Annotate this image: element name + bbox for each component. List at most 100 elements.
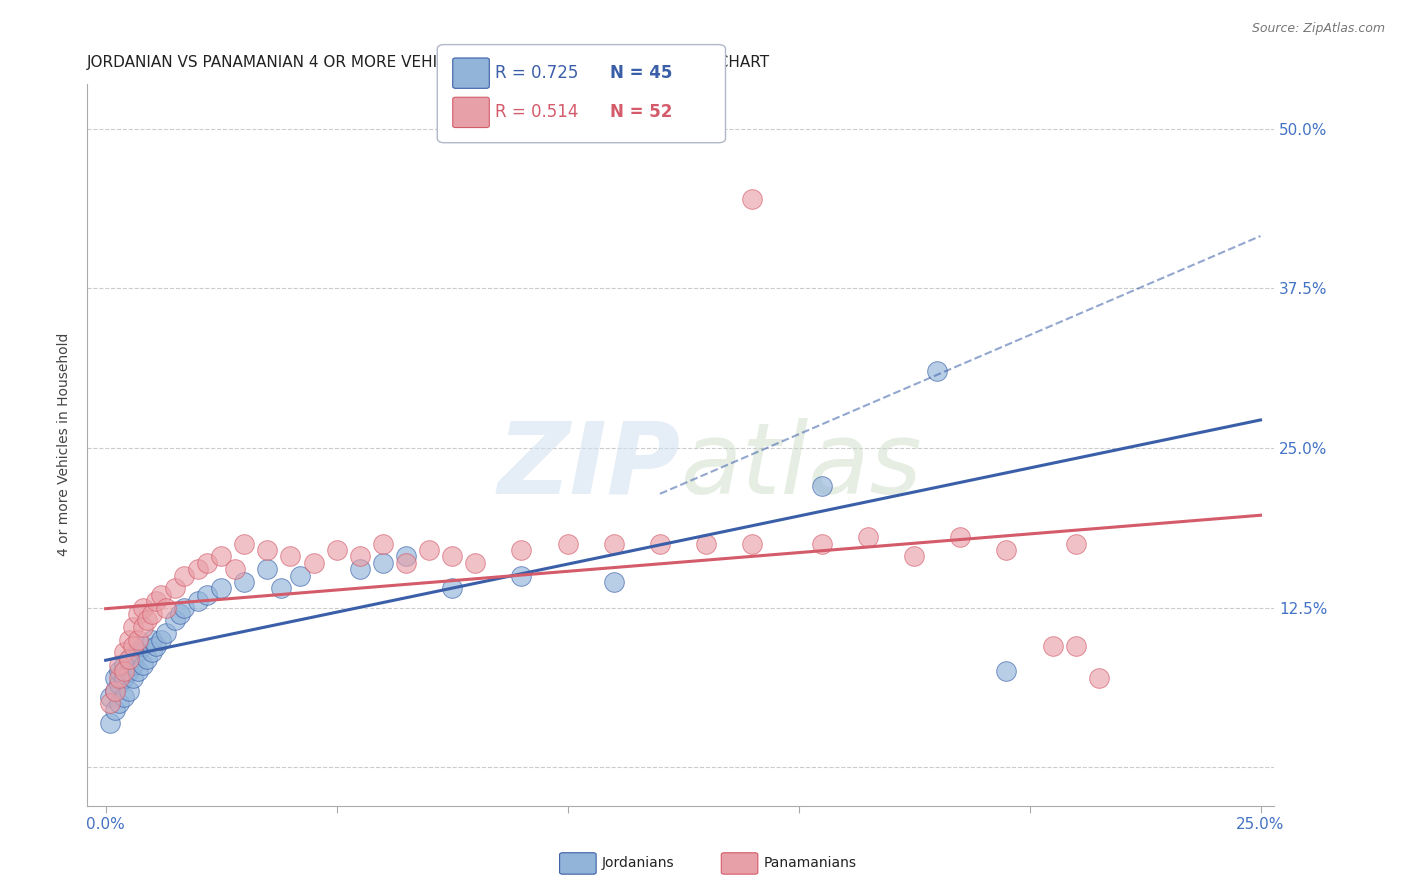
Point [395, 549, 418, 564]
Point [371, 556, 394, 570]
Point [510, 543, 533, 558]
Point [1088, 671, 1111, 685]
Point [108, 677, 131, 691]
Point [256, 543, 278, 558]
Point [856, 530, 879, 544]
Point [224, 562, 246, 576]
Point [163, 582, 186, 596]
Point [349, 562, 371, 576]
Point [155, 600, 177, 615]
Point [441, 549, 464, 564]
Point [1042, 639, 1064, 653]
Point [1064, 639, 1087, 653]
Point [98, 715, 121, 730]
Point [233, 537, 256, 551]
Point [169, 607, 191, 621]
Point [195, 556, 218, 570]
Point [118, 632, 141, 647]
Point [349, 549, 371, 564]
Point [98, 690, 121, 704]
Point [150, 632, 173, 647]
Point [141, 632, 163, 647]
Point [104, 671, 127, 685]
Point [112, 671, 135, 685]
Point [122, 658, 145, 673]
Point [810, 537, 832, 551]
Point [464, 556, 486, 570]
Text: Jordanians: Jordanians [602, 856, 675, 871]
Point [741, 192, 763, 206]
Point [145, 639, 167, 653]
Point [209, 582, 232, 596]
Point [557, 537, 579, 551]
Y-axis label: 4 or more Vehicles in Household: 4 or more Vehicles in Household [58, 333, 72, 557]
Point [98, 697, 121, 711]
Point [104, 683, 127, 698]
Point [810, 479, 832, 493]
Point [233, 575, 256, 590]
Point [270, 582, 292, 596]
Point [441, 582, 464, 596]
Point [173, 568, 195, 582]
Point [131, 600, 153, 615]
Point [141, 645, 163, 659]
Point [187, 562, 209, 576]
Point [256, 562, 278, 576]
Point [122, 639, 145, 653]
Text: N = 52: N = 52 [610, 103, 672, 121]
Point [118, 665, 141, 679]
Point [136, 651, 159, 665]
Point [136, 613, 159, 627]
Point [104, 683, 127, 698]
Text: atlas: atlas [681, 417, 922, 515]
Point [141, 607, 163, 621]
Text: R = 0.514: R = 0.514 [495, 103, 578, 121]
Point [603, 575, 626, 590]
Point [187, 594, 209, 608]
Point [163, 613, 186, 627]
Point [995, 543, 1018, 558]
Point [108, 671, 131, 685]
Text: JORDANIAN VS PANAMANIAN 4 OR MORE VEHICLES IN HOUSEHOLD CORRELATION CHART: JORDANIAN VS PANAMANIAN 4 OR MORE VEHICL… [87, 55, 770, 70]
Point [112, 658, 135, 673]
Point [131, 639, 153, 653]
Point [131, 620, 153, 634]
Point [648, 537, 671, 551]
Point [209, 549, 232, 564]
Point [1064, 537, 1087, 551]
Point [195, 588, 218, 602]
Point [173, 600, 195, 615]
Point [949, 530, 972, 544]
Point [695, 537, 717, 551]
Point [395, 556, 418, 570]
Text: ZIP: ZIP [498, 417, 681, 515]
Point [155, 626, 177, 640]
Point [995, 665, 1018, 679]
Point [325, 543, 347, 558]
Point [603, 537, 626, 551]
Point [418, 543, 440, 558]
Point [127, 645, 149, 659]
Point [122, 620, 145, 634]
Point [127, 632, 149, 647]
Point [122, 671, 145, 685]
Point [127, 607, 149, 621]
Point [903, 549, 925, 564]
Point [112, 645, 135, 659]
Point [108, 697, 131, 711]
Text: N = 45: N = 45 [610, 64, 672, 82]
Point [371, 537, 394, 551]
Text: R = 0.725: R = 0.725 [495, 64, 578, 82]
Point [280, 549, 302, 564]
Point [118, 651, 141, 665]
Point [145, 594, 167, 608]
Point [741, 537, 763, 551]
Point [104, 703, 127, 717]
Point [118, 683, 141, 698]
Point [108, 665, 131, 679]
Point [150, 588, 173, 602]
Point [288, 568, 311, 582]
Text: Panamanians: Panamanians [763, 856, 856, 871]
Point [118, 651, 141, 665]
Point [127, 665, 149, 679]
